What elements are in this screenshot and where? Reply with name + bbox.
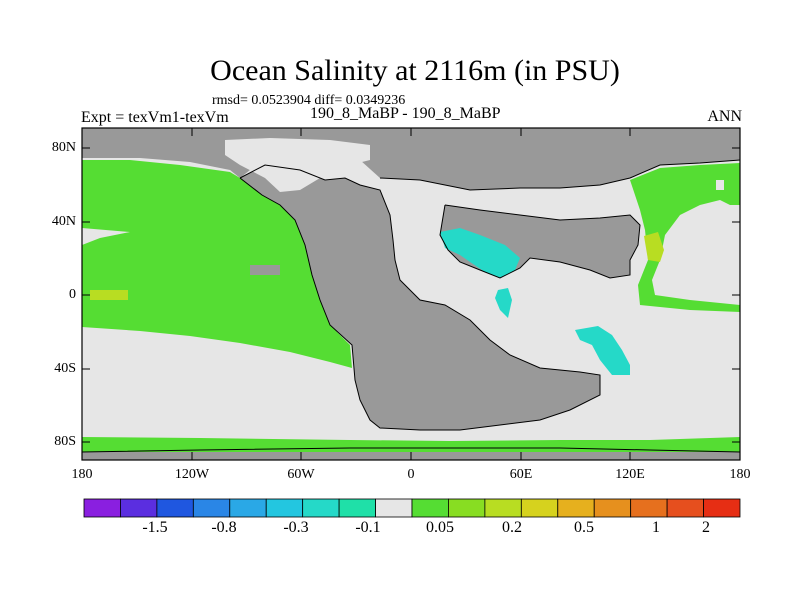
stats-line: rmsd= 0.0523904 diff= 0.0349236 xyxy=(212,93,406,108)
colorbar-label: -0.1 xyxy=(355,519,381,536)
negative-regions xyxy=(440,228,630,375)
lat-label-40n: 40N xyxy=(51,214,76,229)
pacific-positive-region xyxy=(82,160,352,368)
lat-ticks xyxy=(82,147,740,443)
colorbar-swatch xyxy=(192,498,231,518)
lon-label-0: 0 xyxy=(407,467,415,482)
negative-region-south xyxy=(575,326,630,375)
colorbar-label: -0.3 xyxy=(283,519,309,536)
colorbar-label: 0.5 xyxy=(574,519,594,536)
experiment-label: Expt = texVm1-texVm xyxy=(81,109,229,126)
colorbar-swatch xyxy=(338,498,376,518)
lon-label-120e: 120E xyxy=(615,467,645,482)
colorbar-swatch xyxy=(83,498,121,518)
east-positive-region xyxy=(630,163,740,312)
america-land xyxy=(240,165,600,430)
colorbar-swatch xyxy=(265,498,304,518)
colorbar-swatch xyxy=(630,498,668,518)
lat-label-80n: 80N xyxy=(51,140,76,155)
colorbar-swatch xyxy=(484,498,522,518)
lat-label-0: 0 xyxy=(69,287,76,302)
pacific-island xyxy=(250,265,280,275)
colorbar-swatch xyxy=(156,498,194,518)
lat-label-80s: 80S xyxy=(54,434,76,449)
coastlines xyxy=(82,159,740,453)
pacific-yellow-patch xyxy=(90,290,128,300)
colorbar-swatch xyxy=(411,498,449,518)
lon-ticks xyxy=(191,128,631,460)
colorbar-swatch xyxy=(557,498,595,518)
colorbar-swatch xyxy=(520,498,559,518)
colorbar-swatch xyxy=(375,498,413,518)
east-yellow-patch xyxy=(644,232,664,262)
negative-region-small xyxy=(495,288,512,318)
lon-label-120w: 120W xyxy=(174,467,210,482)
colorbar-swatch xyxy=(703,498,741,518)
lon-label-180e: 180 xyxy=(729,467,751,482)
colorbar-label: 1 xyxy=(652,519,660,536)
colorbar-swatch xyxy=(448,498,486,518)
map-title: Ocean Salinity at 2116m (in PSU) xyxy=(210,54,620,87)
colorbar-label: -0.8 xyxy=(211,519,237,536)
colorbar xyxy=(83,498,741,518)
colorbar-swatch xyxy=(302,498,340,518)
colorbar-label: 2 xyxy=(702,519,710,536)
map-field xyxy=(82,128,740,460)
negative-region-north xyxy=(440,228,520,278)
lon-label-60w: 60W xyxy=(287,467,315,482)
colorbar-label: -1.5 xyxy=(142,519,168,536)
lon-label-180w: 180 xyxy=(71,467,93,482)
colorbar-label: 0.2 xyxy=(502,519,522,536)
colorbar-swatch xyxy=(666,498,704,518)
lon-label-60e: 60E xyxy=(509,467,533,482)
north-cap-neutral xyxy=(225,138,370,192)
colorbar-swatch xyxy=(593,498,632,518)
season-label: ANN xyxy=(707,108,742,125)
east-small-gap xyxy=(716,180,724,190)
lat-label-40s: 40S xyxy=(54,361,76,376)
colorbar-swatch xyxy=(120,498,158,518)
colorbar-label: 0.05 xyxy=(426,519,454,536)
east-ocean-pocket xyxy=(662,205,740,290)
colorbar-swatch xyxy=(229,498,267,518)
period-label: 190_8_MaBP - 190_8_MaBP xyxy=(310,105,501,122)
